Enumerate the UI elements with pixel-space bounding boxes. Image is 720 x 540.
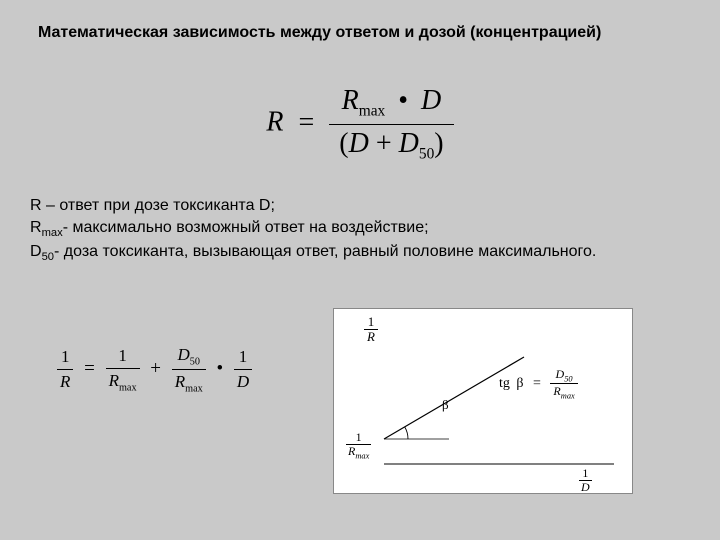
leq-f2d: Rmax: [106, 369, 140, 393]
tg-label: tg: [499, 376, 510, 391]
leq-f2d-sub: max: [119, 383, 137, 394]
xlab-den: D: [579, 481, 592, 494]
leq-f3n: D50: [172, 345, 206, 370]
angle-label: β: [442, 397, 449, 413]
eq-num-sub: max: [359, 103, 386, 120]
leq-frac4: 1 D: [234, 347, 252, 392]
tg-den: Rmax: [550, 384, 577, 400]
leq-dot: •: [216, 358, 223, 379]
eq-fraction: Rmax • D (D + D50): [329, 85, 453, 163]
x-axis-label: 1 D: [579, 467, 592, 494]
leq-frac1: 1 R: [57, 347, 73, 392]
tg-frac: D50 Rmax: [550, 367, 577, 401]
ylab-num: 1: [364, 315, 378, 330]
leq-f3n-d: D: [178, 345, 190, 364]
eq-numerator: Rmax • D: [329, 85, 453, 125]
graph-panel: 1 R 1 Rmax 1 D β tg β = D50 Rmax: [333, 308, 633, 494]
linearized-equation: 1 R = 1 Rmax + D50 Rmax • 1 D: [55, 345, 254, 395]
leq-f4d: D: [234, 370, 252, 392]
leq-f2n: 1: [106, 346, 140, 369]
def-l2-sub: max: [42, 227, 63, 239]
main-equation: R = Rmax • D (D + D50): [0, 85, 720, 163]
leq-plus: +: [150, 358, 161, 379]
eq-lhs: R: [266, 107, 283, 138]
leq-f3d-sub: max: [185, 384, 203, 395]
eq-num-d: D: [421, 85, 441, 116]
leq-eq: =: [84, 358, 95, 379]
tg-num-d: D: [556, 367, 565, 381]
def-l2-r: R: [30, 219, 42, 236]
yint-num: 1: [346, 431, 371, 445]
xlab-num: 1: [579, 467, 592, 481]
eq-denominator: (D + D50): [329, 125, 453, 164]
slide-title: Математическая зависимость между ответом…: [38, 24, 601, 42]
leq-f3d: Rmax: [172, 370, 206, 394]
tg-den-sub: max: [561, 392, 575, 401]
y-axis-label: 1 R: [364, 315, 378, 345]
yint-den: Rmax: [346, 445, 371, 461]
eq-den-d2: D: [399, 128, 419, 159]
leq-f1n: 1: [57, 347, 73, 370]
eq-num-r: R: [342, 85, 359, 116]
def-l3-d: D: [30, 243, 42, 260]
eq-den-d1: D: [349, 128, 369, 159]
leq-f4n: 1: [234, 347, 252, 370]
leq-frac2: 1 Rmax: [106, 346, 140, 393]
def-line-3: D50- доза токсиканта, вызывающая ответ, …: [30, 241, 596, 265]
def-l2-text: - максимально возможный ответ на воздейс…: [63, 219, 429, 236]
eq-den-plus: +: [369, 128, 399, 159]
def-l3-sub: 50: [42, 251, 54, 263]
leq-f3d-r: R: [175, 372, 185, 391]
leq-f3n-sub: 50: [190, 356, 200, 367]
leq-f1d: R: [57, 370, 73, 392]
tg-num-sub: 50: [564, 374, 572, 383]
eq-den-open: (: [339, 128, 348, 159]
leq-f2d-r: R: [109, 371, 119, 390]
definitions: R – ответ при дозе токсиканта D; Rmax- м…: [30, 195, 596, 265]
tg-den-r: R: [553, 384, 560, 398]
eq-dot: •: [398, 85, 408, 116]
tg-eq: =: [533, 376, 541, 391]
tg-beta: β: [516, 376, 523, 391]
leq-frac3: D50 Rmax: [172, 345, 206, 395]
eq-den-close: ): [434, 128, 443, 159]
yint-den-sub: max: [355, 452, 369, 461]
y-intercept-label: 1 Rmax: [346, 431, 371, 461]
slope-formula: tg β = D50 Rmax: [499, 367, 578, 401]
tg-num: D50: [550, 367, 577, 384]
eq-equals: =: [299, 107, 315, 138]
def-line-2: Rmax- максимально возможный ответ на воз…: [30, 217, 596, 241]
def-line-1: R – ответ при дозе токсиканта D;: [30, 195, 596, 217]
ylab-den: R: [364, 330, 378, 344]
eq-den-sub: 50: [419, 145, 434, 162]
def-l3-text: - доза токсиканта, вызывающая ответ, рав…: [54, 243, 596, 260]
